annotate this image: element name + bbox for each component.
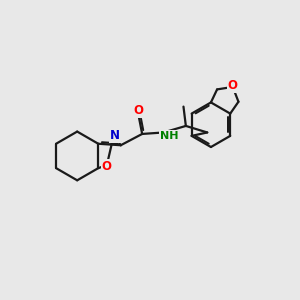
Text: O: O xyxy=(134,104,144,117)
Text: N: N xyxy=(110,129,120,142)
Text: NH: NH xyxy=(160,131,178,141)
Text: O: O xyxy=(102,160,112,173)
Text: O: O xyxy=(228,79,238,92)
